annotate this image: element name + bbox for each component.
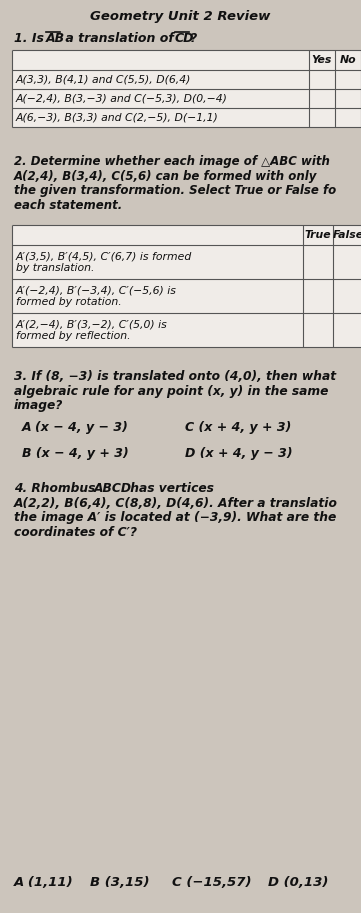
Text: 2. Determine whether each image of △ABC with: 2. Determine whether each image of △ABC … bbox=[14, 155, 330, 168]
Text: each statement.: each statement. bbox=[14, 198, 122, 212]
Text: AB: AB bbox=[46, 32, 65, 45]
Text: Yes: Yes bbox=[312, 55, 332, 65]
Text: ?: ? bbox=[190, 32, 197, 45]
Text: B (x − 4, y + 3): B (x − 4, y + 3) bbox=[22, 447, 129, 460]
Text: C (x + 4, y + 3): C (x + 4, y + 3) bbox=[185, 421, 291, 434]
Text: A′(3,5), B′(4,5), C′(6,7) is formed
by translation.: A′(3,5), B′(4,5), C′(6,7) is formed by t… bbox=[16, 251, 192, 273]
Text: Geometry Unit 2 Review: Geometry Unit 2 Review bbox=[90, 10, 271, 23]
Text: A (1,11): A (1,11) bbox=[14, 876, 74, 889]
Text: a translation of: a translation of bbox=[61, 32, 178, 45]
Text: ABCD: ABCD bbox=[94, 482, 132, 495]
Text: C (−15,57): C (−15,57) bbox=[172, 876, 252, 889]
Text: the image A′ is located at (−3,9). What are the: the image A′ is located at (−3,9). What … bbox=[14, 511, 336, 524]
Text: A(2,2), B(6,4), C(8,8), D(4,6). After a translatio: A(2,2), B(6,4), C(8,8), D(4,6). After a … bbox=[14, 497, 338, 509]
Text: A(2,4), B(3,4), C(5,6) can be formed with only: A(2,4), B(3,4), C(5,6) can be formed wit… bbox=[14, 170, 317, 183]
Text: 4. Rhombus: 4. Rhombus bbox=[14, 482, 100, 495]
Bar bbox=[12, 50, 361, 127]
Text: A(6,−3), B(3,3) and C(2,−5), D(−1,1): A(6,−3), B(3,3) and C(2,−5), D(−1,1) bbox=[16, 112, 219, 122]
Text: True: True bbox=[305, 230, 331, 240]
Text: D (0,13): D (0,13) bbox=[268, 876, 329, 889]
Text: has vertices: has vertices bbox=[126, 482, 214, 495]
Text: algebraic rule for any point (x, y) in the same: algebraic rule for any point (x, y) in t… bbox=[14, 384, 329, 397]
Text: the given transformation. Select True or False fo: the given transformation. Select True or… bbox=[14, 184, 336, 197]
Text: A(−2,4), B(3,−3) and C(−5,3), D(0,−4): A(−2,4), B(3,−3) and C(−5,3), D(0,−4) bbox=[16, 93, 228, 103]
Text: coordinates of C′?: coordinates of C′? bbox=[14, 526, 137, 539]
Text: A′(2,−4), B′(3,−2), C′(5,0) is
formed by reflection.: A′(2,−4), B′(3,−2), C′(5,0) is formed by… bbox=[16, 320, 168, 341]
Text: No: No bbox=[340, 55, 356, 65]
Text: A′(−2,4), B′(−3,4), C′(−5,6) is
formed by rotation.: A′(−2,4), B′(−3,4), C′(−5,6) is formed b… bbox=[16, 285, 177, 307]
Text: 3. If (8, −3) is translated onto (4,0), then what: 3. If (8, −3) is translated onto (4,0), … bbox=[14, 370, 336, 383]
Text: False: False bbox=[332, 230, 361, 240]
Text: CD: CD bbox=[175, 32, 195, 45]
Text: A(3,3), B(4,1) and C(5,5), D(6,4): A(3,3), B(4,1) and C(5,5), D(6,4) bbox=[16, 75, 191, 85]
Text: image?: image? bbox=[14, 399, 64, 412]
Text: D (x + 4, y − 3): D (x + 4, y − 3) bbox=[185, 447, 293, 460]
Text: B (3,15): B (3,15) bbox=[90, 876, 149, 889]
Text: A (x − 4, y − 3): A (x − 4, y − 3) bbox=[22, 421, 129, 434]
Text: 1. Is: 1. Is bbox=[14, 32, 48, 45]
Bar bbox=[12, 225, 361, 347]
